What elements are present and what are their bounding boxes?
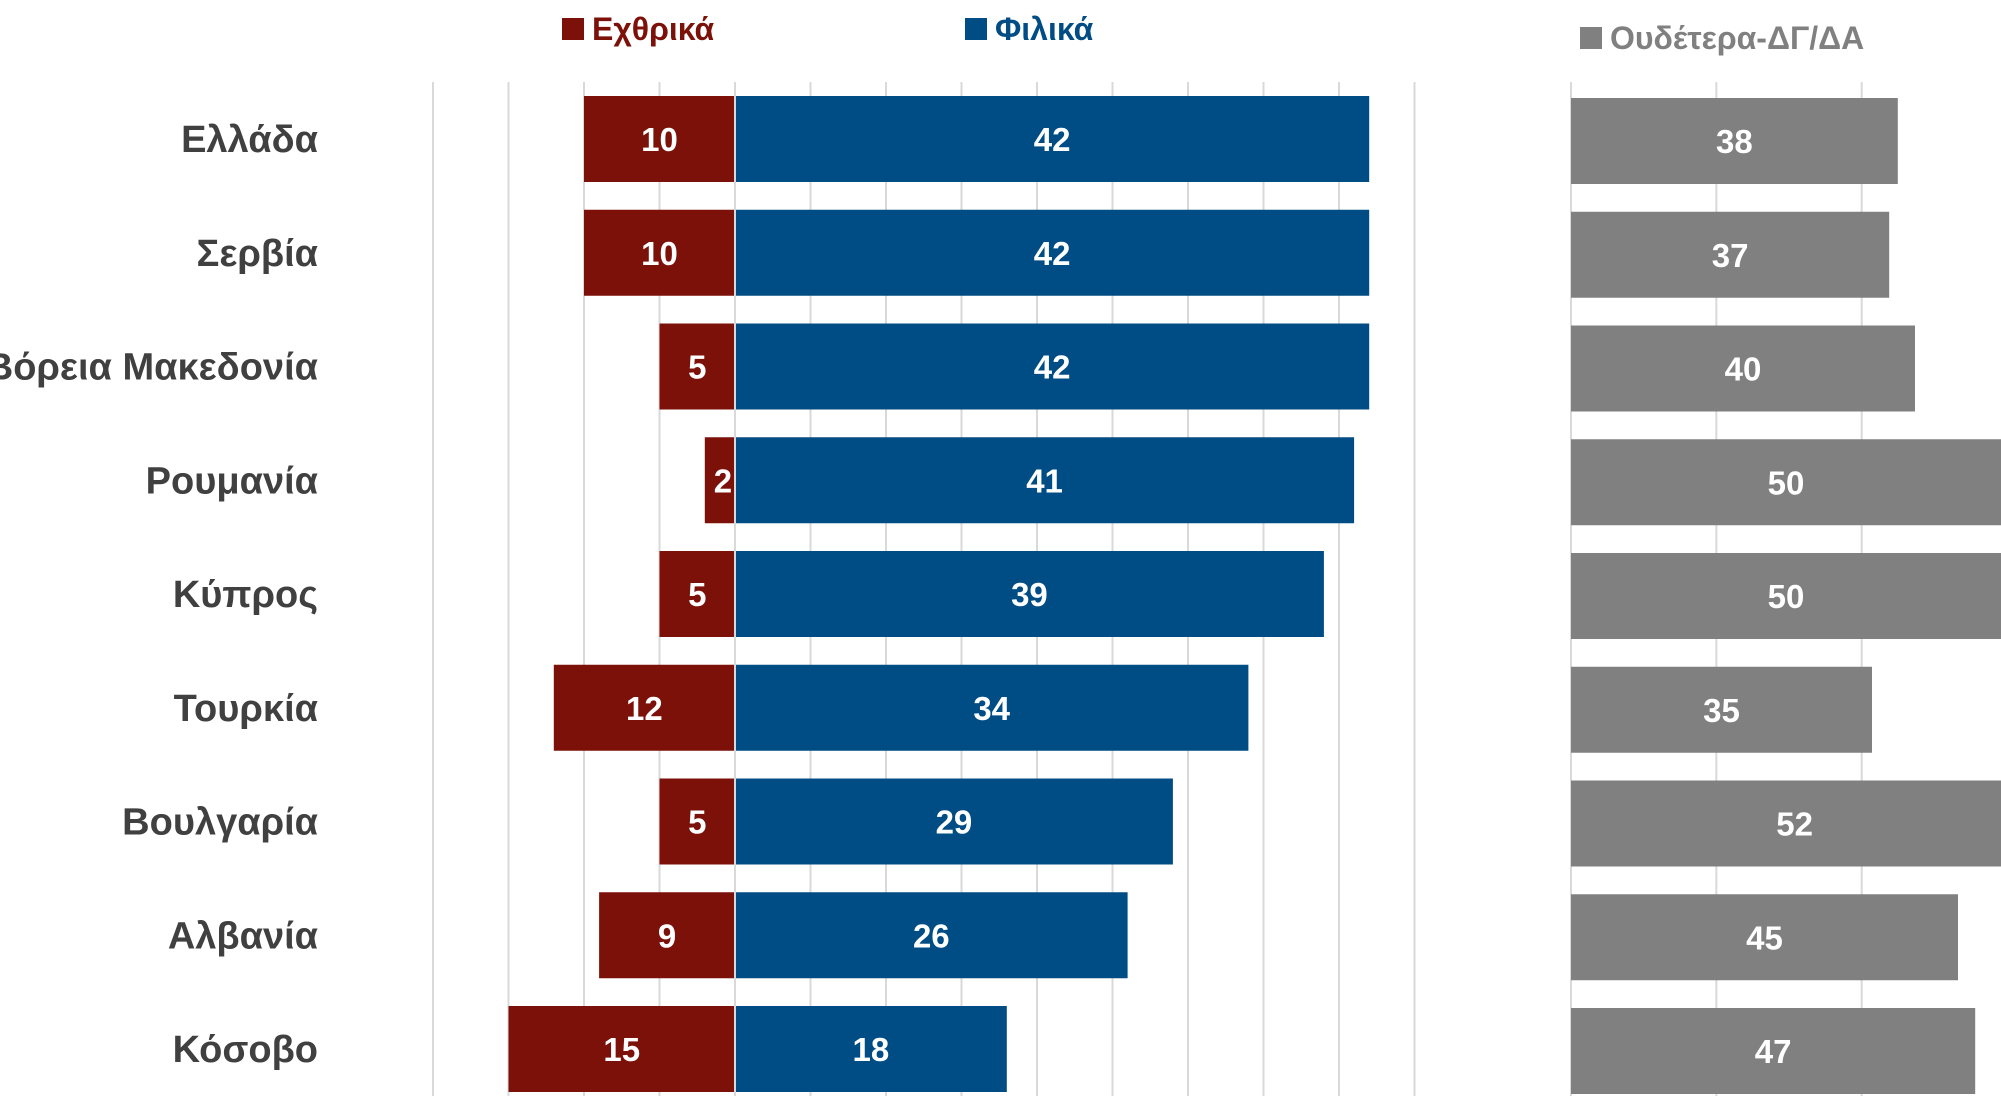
legend-label-friendly: Φιλικά	[995, 11, 1094, 47]
bar-friendly	[735, 1006, 1007, 1092]
category-label: Αλβανία	[168, 915, 318, 957]
value-label-friendly: 41	[1026, 462, 1063, 499]
bar-hostile	[659, 551, 735, 637]
category-label: Κόσοβο	[173, 1029, 318, 1071]
bar-hostile	[553, 664, 735, 751]
value-label-neutral: 50	[1768, 464, 1805, 501]
value-label-neutral: 35	[1703, 692, 1740, 729]
category-label: Κύπρος	[173, 574, 318, 616]
legend-label-neutral: Ουδέτερα-ΔΓ/ΔΑ	[1610, 20, 1864, 56]
bar-hostile	[508, 1006, 735, 1092]
value-label-friendly: 42	[1034, 121, 1071, 158]
bar-neutral	[1571, 666, 1872, 753]
value-label-hostile: 5	[688, 576, 706, 613]
bar-neutral	[1571, 439, 2001, 526]
bar-friendly	[735, 778, 1173, 865]
bar-friendly	[735, 209, 1370, 296]
value-label-neutral: 50	[1768, 578, 1805, 615]
bar-hostile	[584, 209, 735, 296]
bar-friendly	[735, 892, 1128, 979]
value-label-hostile: 10	[641, 235, 678, 272]
bar-friendly	[735, 96, 1370, 182]
value-label-hostile: 2	[714, 462, 732, 499]
value-label-neutral: 47	[1755, 1033, 1792, 1070]
bar-neutral	[1571, 894, 1958, 981]
bar-neutral	[1571, 98, 1898, 184]
bar-neutral	[1571, 1008, 1976, 1094]
value-label-friendly: 34	[973, 690, 1010, 727]
bar-neutral	[1571, 780, 2001, 867]
bar-hostile	[599, 892, 735, 979]
value-label-hostile: 5	[688, 349, 706, 386]
legend-label-hostile: Εχθρικά	[592, 11, 715, 47]
bar-friendly	[735, 664, 1249, 751]
bar-friendly	[735, 323, 1370, 410]
bar-neutral	[1571, 211, 1890, 298]
category-label: Ελλάδα	[181, 119, 318, 161]
bar-hostile	[659, 778, 735, 865]
bar-hostile	[584, 96, 735, 182]
category-label: Βουλγαρία	[122, 802, 318, 844]
bar-neutral	[1571, 553, 2001, 639]
value-label-friendly: 42	[1034, 235, 1071, 272]
legend: Εχθρικά Φιλικά Ουδέτερα-ΔΓ/ΔΑ	[562, 11, 1864, 56]
value-label-neutral: 40	[1725, 351, 1762, 388]
value-label-hostile: 10	[641, 121, 678, 158]
legend-swatch-friendly	[965, 18, 987, 40]
bar-hostile	[659, 323, 735, 410]
bar-hostile	[704, 437, 735, 524]
category-label: Τουρκία	[174, 688, 318, 730]
bar-friendly	[735, 551, 1324, 637]
value-label-hostile: 12	[626, 690, 663, 727]
value-label-neutral: 52	[1776, 806, 1813, 843]
value-label-neutral: 37	[1712, 237, 1749, 274]
value-label-friendly: 42	[1034, 349, 1071, 386]
legend-swatch-neutral	[1580, 27, 1602, 49]
value-label-neutral: 45	[1746, 919, 1783, 956]
value-label-hostile: 5	[688, 804, 706, 841]
value-label-friendly: 39	[1011, 576, 1048, 613]
legend-swatch-hostile	[562, 18, 584, 40]
value-label-hostile: 9	[658, 917, 676, 954]
value-label-friendly: 29	[936, 804, 973, 841]
value-label-friendly: 26	[913, 917, 950, 954]
value-label-neutral: 38	[1716, 123, 1753, 160]
category-labels: Ελλάδα Σερβία Βόρεια Μακεδονία Ρουμανία Κύπρ…	[0, 119, 318, 1071]
bar-friendly	[735, 437, 1355, 524]
bar-neutral	[1571, 325, 1915, 412]
value-label-hostile: 15	[603, 1031, 640, 1068]
category-label: Ρουμανία	[146, 460, 318, 502]
bars	[508, 82, 2001, 1096]
category-label: Σερβία	[197, 233, 318, 275]
category-label: Βόρεια Μακεδονία	[0, 347, 318, 389]
value-label-friendly: 18	[853, 1031, 890, 1068]
